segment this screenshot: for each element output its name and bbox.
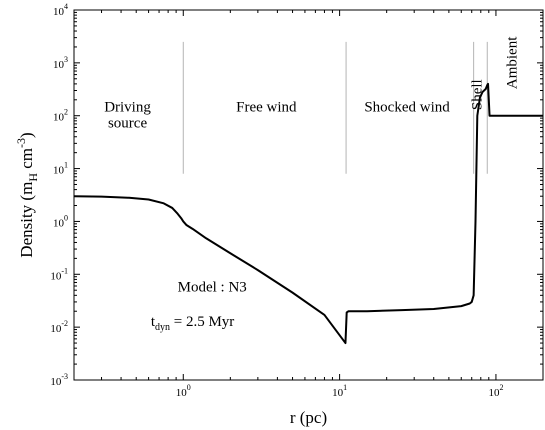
y-tick-label-base: 10 — [53, 6, 65, 18]
x-tick-labels: 100 101 102 — [176, 383, 504, 399]
density-curve — [73, 82, 543, 345]
plot-frame — [73, 9, 544, 381]
tick-marks — [73, 9, 544, 381]
y-tick-label-exp: 1 — [64, 161, 68, 170]
x-tick-label-base: 10 — [332, 387, 344, 399]
y-axis-label-pre: Density (m — [17, 182, 36, 258]
y-axis-label-sub: H — [26, 173, 40, 182]
y-tick-label-base: 10 — [53, 112, 65, 124]
x-tick-label: 100 — [176, 383, 191, 399]
region-label: Driving — [104, 100, 151, 116]
region-label: Ambient — [504, 36, 520, 89]
x-axis-label: r (pc) — [290, 408, 327, 427]
y-tick-label-base: 10 — [50, 376, 62, 388]
y-tick-label-exp: -2 — [61, 319, 68, 328]
annotation: tdyn = 2.5 Myr — [151, 314, 234, 333]
y-tick-label: 10-1 — [50, 266, 68, 282]
y-tick-label-exp: 2 — [64, 108, 68, 117]
y-axis-label: Density (mH cm-3) — [14, 132, 40, 257]
y-tick-label-base: 10 — [53, 59, 65, 71]
series-layer — [73, 82, 543, 345]
y-tick-label-exp: -3 — [61, 372, 68, 381]
y-tick-label-exp: 3 — [64, 55, 68, 64]
y-tick-label-base: 10 — [50, 323, 62, 335]
annotation: Model : N3 — [178, 280, 247, 296]
x-tick-label-base: 10 — [176, 387, 188, 399]
y-tick-label: 100 — [53, 213, 68, 229]
y-tick-label-base: 10 — [53, 165, 65, 177]
region-dividers — [182, 41, 488, 174]
y-axis-label-mid: cm — [17, 148, 36, 173]
y-tick-label-exp: 4 — [64, 2, 68, 11]
y-tick-label: 10-3 — [50, 372, 68, 388]
region-label: Free wind — [236, 100, 297, 116]
x-tick-label: 101 — [332, 383, 347, 399]
y-tick-label: 103 — [53, 55, 68, 71]
annotation-part: = 2.5 Myr — [170, 314, 234, 330]
annotations: Model : N3 tdyn = 2.5 Myr — [151, 280, 247, 333]
annotation-part: dyn — [155, 322, 170, 333]
y-tick-label-exp: 0 — [64, 213, 68, 222]
y-tick-label: 101 — [53, 161, 68, 177]
y-axis-label-sup: -3 — [14, 138, 28, 148]
x-tick-label-exp: 2 — [499, 383, 503, 392]
x-tick-label-base: 10 — [488, 387, 500, 399]
region-label: Shocked wind — [364, 100, 450, 116]
y-tick-label: 104 — [53, 2, 68, 18]
region-label: source — [108, 115, 147, 131]
x-tick-label-exp: 0 — [187, 383, 191, 392]
annotation-part: t — [151, 314, 156, 330]
x-tick-label: 102 — [488, 383, 503, 399]
annotation-part: Model : N3 — [178, 280, 247, 296]
y-tick-label: 10-2 — [50, 319, 68, 335]
x-tick-label-exp: 1 — [343, 383, 347, 392]
y-axis-label-post: ) — [17, 132, 36, 138]
y-tick-label-base: 10 — [50, 270, 62, 282]
y-tick-label-base: 10 — [53, 217, 65, 229]
y-tick-label: 102 — [53, 108, 68, 124]
region-label: Shell — [470, 79, 486, 110]
y-tick-label-exp: -1 — [61, 266, 68, 275]
